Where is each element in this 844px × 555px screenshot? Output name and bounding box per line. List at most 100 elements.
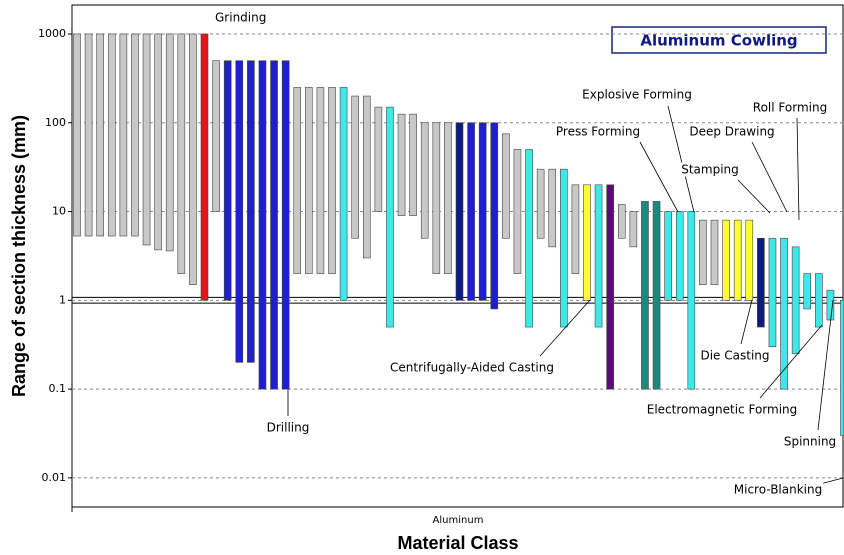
range-bar [560,168,568,328]
annotation-bg [699,348,771,363]
range-bar [490,122,499,310]
x-axis-label: Material Class [397,533,518,553]
range-bar [212,60,220,212]
annotation: Deep Drawing [689,125,774,139]
range-bar [432,122,441,274]
range-bar [791,246,800,355]
y-tick-label: 1000 [38,27,66,40]
range-bar [409,113,417,216]
range-bar [502,133,510,239]
range-bar [664,211,672,301]
title-box [611,26,827,54]
range-bar [247,60,255,363]
annotation-bg [389,360,555,375]
range-bar [722,219,730,301]
leader-line [667,105,695,213]
annotation-bg [554,124,642,139]
leader-line [539,299,591,357]
range-bar [652,201,661,390]
range-bar [675,211,684,301]
range-bar [119,33,128,237]
annotation: Electromagnetic Forming [647,403,798,417]
leader-line [751,141,788,213]
range-bar [455,122,464,301]
range-bar [165,33,174,252]
range-bar [223,60,232,301]
range-bar [548,168,557,248]
range-bar [386,106,394,328]
range-bar [467,122,475,301]
range-bar [131,33,139,237]
range-bar [815,273,823,328]
range-bar [687,211,696,390]
range-bar [200,33,209,301]
leader-line [639,141,679,213]
range-bar [571,184,580,274]
range-bar [525,149,533,328]
range-bar [745,219,754,301]
range-bar [73,33,81,237]
annotation-bg [214,10,268,25]
range-bar [96,33,104,237]
range-bar [478,122,487,301]
range-bar [339,87,348,301]
range-bar [177,33,186,274]
annotation-bg [680,162,740,177]
annotation-bg [265,420,311,435]
leader-line [819,477,844,485]
annotation-bg [581,87,693,102]
range-bar [84,33,93,237]
range-bar [803,273,812,310]
y-axis-label: Range of section thickness (mm) [9,115,29,397]
range-bar [536,168,545,239]
range-bar [780,237,788,390]
range-bar [328,87,336,274]
range-bar [107,33,116,237]
range-bar [258,60,267,390]
y-tick-label: 1 [59,293,66,306]
leader-line [740,299,753,345]
range-bar [293,87,302,274]
x-tick-label: Aluminum [433,515,484,526]
range-bar [840,300,844,436]
y-tick-label: 0.1 [49,382,67,395]
range-bar [617,204,626,239]
annotation: Press Forming [556,125,640,139]
leader-line [737,179,771,214]
leader-line [796,117,800,221]
range-bar [594,184,603,328]
annotation: Drilling [267,421,310,435]
range-bar [768,237,777,348]
annotation: Roll Forming [753,101,827,115]
annotation: Die Casting [700,349,769,363]
range-bar [362,95,371,259]
range-bar [641,201,649,390]
range-bar [699,219,707,285]
range-bar [305,87,313,274]
y-tick-label: 0.01 [42,471,67,484]
chart-title: Aluminum Cowling [640,32,797,50]
annotation: Micro-Blanking [734,483,822,497]
range-bar [374,106,383,212]
range-bar [733,219,742,301]
range-bar [420,122,429,239]
y-tick-label: 100 [45,116,66,129]
range-bar [351,95,359,239]
leader-line [817,299,834,431]
range-bar [397,113,406,216]
range-bar [513,149,522,274]
annotation: Centrifugally-Aided Casting [390,361,554,375]
range-bar [316,87,325,274]
annotation: Grinding [215,11,266,25]
range-bar [629,211,638,248]
range-bar [606,184,614,390]
annotation: Stamping [681,163,739,177]
annotation-bg [732,482,824,497]
range-bar [189,33,197,285]
range-bar [444,122,452,274]
range-bar [142,33,151,246]
range-bar [281,60,290,390]
range-bar [710,219,719,285]
annotation-bg [751,100,829,115]
